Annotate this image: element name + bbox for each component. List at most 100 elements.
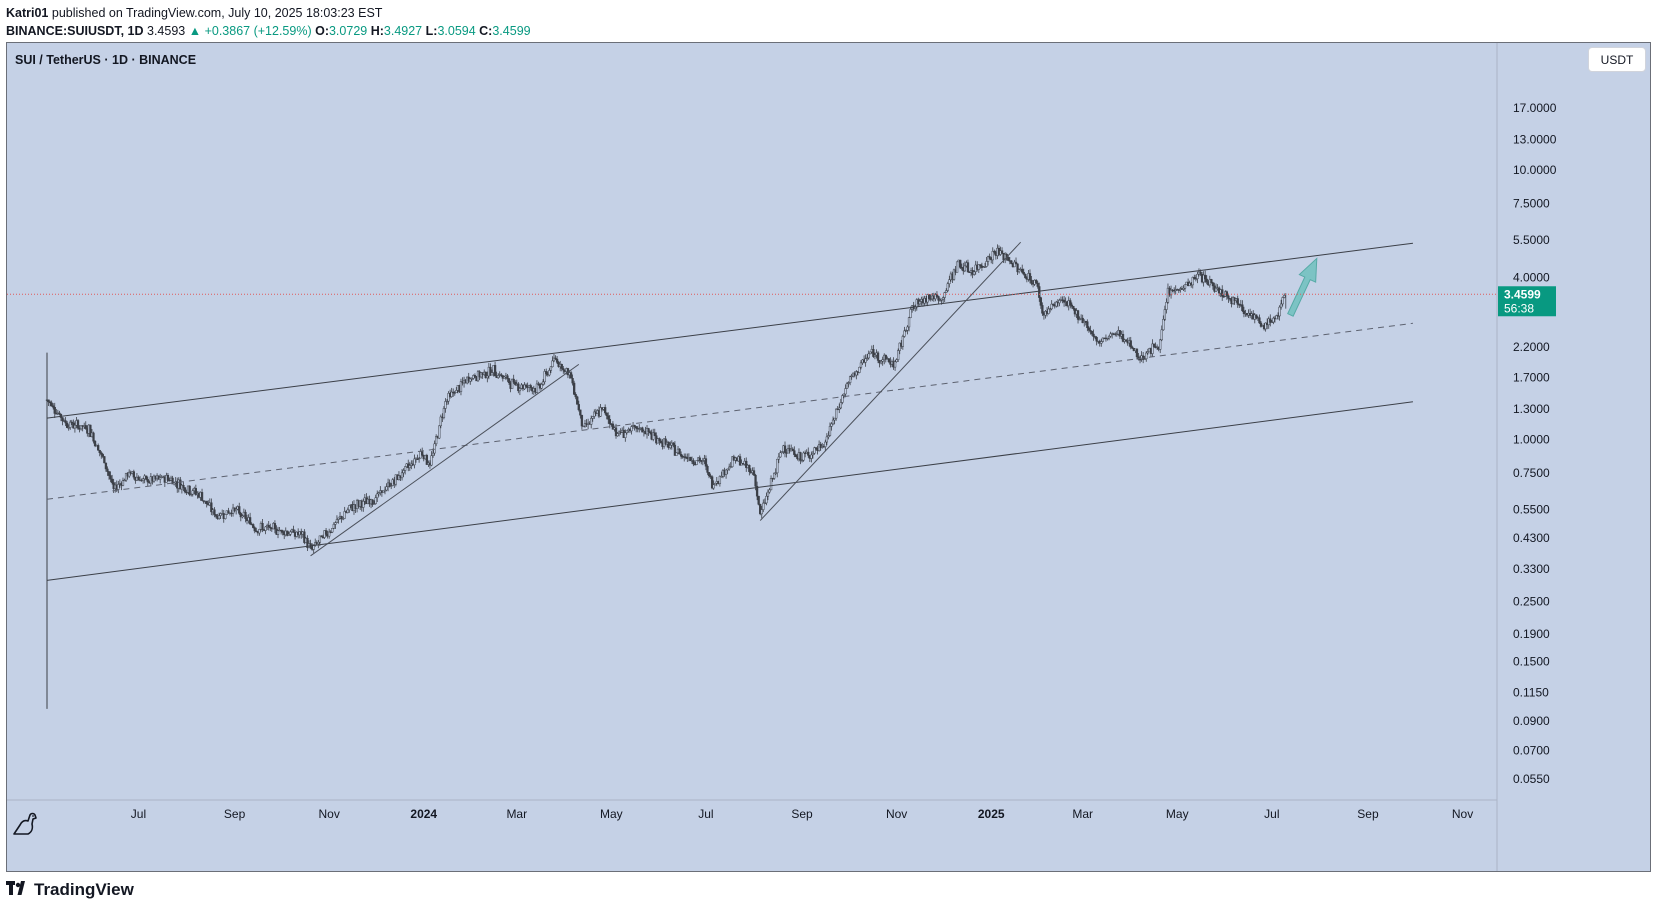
candle-body [497,375,500,378]
candle-body [269,526,272,529]
candle-body [523,384,526,390]
candle-body [1270,321,1273,324]
candle-body [235,508,238,512]
candle-body [335,519,339,523]
candle-body [500,374,503,376]
candle-body [324,530,328,535]
close-value: 3.4599 [492,24,531,38]
candle-body [869,351,872,355]
candle-body [1076,310,1080,320]
candle-body [1072,306,1075,310]
candle-body [757,495,760,505]
candle-body [554,357,557,360]
candle-body [100,452,103,455]
candle-body [200,492,204,501]
candle-body [1165,302,1168,310]
candle-body [241,515,244,518]
x-tick-label: Mar [506,807,527,821]
candle-body [946,283,949,291]
candle-body [551,360,554,368]
candle-body [490,372,494,376]
y-tick-label: 0.0900 [1513,714,1550,728]
candle-body [166,475,170,481]
candle-body [484,371,487,379]
candle-body [611,423,615,430]
tradingview-logo-icon [6,880,30,900]
candle-body [859,362,863,368]
candle-body [773,472,776,479]
candle-body [442,408,446,418]
y-tick-label: 0.1900 [1513,627,1550,641]
candle-body [318,535,322,543]
candle-body [593,411,596,417]
candle-body [403,466,407,471]
candle-body [146,479,149,483]
candle-body [343,511,346,519]
candle-body [473,375,477,377]
price-change: +0.3867 (+12.59%) [204,24,312,38]
candle-body [213,509,216,515]
x-tick-label: Sep [1357,807,1379,821]
candle-body [1199,271,1202,275]
x-tick-label: Mar [1072,807,1093,821]
x-tick-label: May [600,807,623,821]
candle-body [616,433,619,437]
candle-body [1278,306,1281,317]
y-tick-label: 4.0000 [1513,270,1550,284]
candle-body [1022,272,1025,275]
candle-body [748,465,751,472]
chart-frame[interactable]: 17.0000 13.0000 10.0000 7.5000 5.5000 4.0000 2… [6,42,1651,872]
candle-body [1106,337,1109,340]
candle-body [755,485,759,497]
candle-body [848,376,852,383]
candle-body [1283,295,1286,298]
candle-body [955,261,959,273]
candle-body [109,475,112,480]
candle-body [103,456,106,464]
candle-body [759,504,762,515]
currency-button[interactable]: USDT [1588,47,1646,72]
y-tick-label: 0.0700 [1513,744,1550,758]
candle-body [303,531,306,543]
x-tick-label: Jul [1264,807,1279,821]
candle-body [535,383,539,393]
candle-body [712,484,715,489]
candle-body [648,431,652,434]
tradingview-footer[interactable]: TradingView [6,880,134,900]
candle-body [93,440,97,447]
candle-body [762,502,765,510]
candle-body [329,531,332,533]
candle-body [287,534,291,536]
candle-body [1182,287,1185,290]
candle-body [459,381,463,392]
candle-body [541,381,545,385]
candle-body [607,415,610,420]
candle-body [514,381,517,385]
y-tick-label: 13.0000 [1513,132,1557,146]
x-tick-label: Nov [886,807,907,821]
candle-body [1194,278,1198,280]
candle-body [1281,297,1284,305]
price-chart[interactable]: 17.0000 13.0000 10.0000 7.5000 5.5000 4.0000 2… [7,43,1651,872]
candle-body [238,506,241,514]
candle-body [824,441,827,447]
candle-body [489,366,492,376]
high-value: 3.4927 [383,24,423,38]
y-tick-label: 17.0000 [1513,101,1557,115]
candle-body [1000,250,1004,254]
candle-body [507,378,511,384]
candle-body [145,475,148,480]
author-name[interactable]: Katri01 [6,6,49,20]
candle-body [117,484,120,490]
candle-body [838,407,841,410]
candle-body [248,517,252,525]
candle-body [408,465,411,469]
candle-body [679,454,683,457]
candle-body [417,457,421,460]
candle-body [738,456,742,466]
candle-body [1016,263,1019,273]
candle-body [841,395,844,403]
y-tick-label: 0.7500 [1513,466,1550,480]
candle-body [48,401,52,404]
candle-body [1159,339,1162,350]
